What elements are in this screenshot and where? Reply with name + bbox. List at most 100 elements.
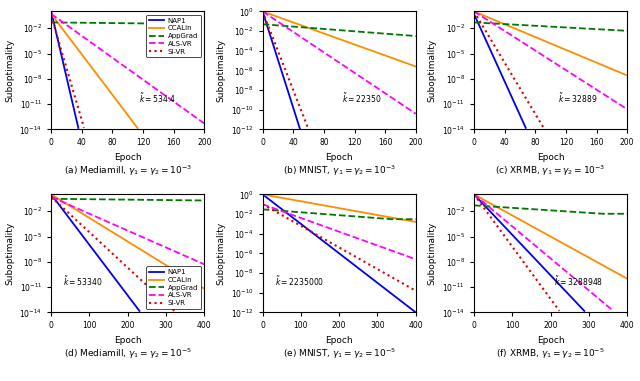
ALS-VR xyxy=(501,218,509,223)
SI-VR xyxy=(506,69,513,73)
ALS-VR xyxy=(168,98,175,102)
SI-VR xyxy=(267,207,275,211)
SI-VR xyxy=(470,192,478,197)
ALS-VR xyxy=(609,309,617,313)
Line: NAP1: NAP1 xyxy=(51,194,140,311)
ALS-VR xyxy=(122,227,129,232)
Text: $\tilde{k} = 3288948$: $\tilde{k} = 3288948$ xyxy=(554,275,603,288)
Text: $\tilde{k} = 534.4$: $\tilde{k} = 534.4$ xyxy=(138,92,175,106)
ALS-VR xyxy=(267,205,275,209)
Title: (a) Mediamill, $\gamma_1 = \gamma_2 = 10^{-3}$: (a) Mediamill, $\gamma_1 = \gamma_2 = 10… xyxy=(64,164,192,178)
CCALin xyxy=(88,65,95,69)
NAP1 xyxy=(507,93,515,98)
CCALin xyxy=(380,214,387,218)
ALS-VR xyxy=(470,192,478,197)
AppGrad xyxy=(408,217,415,221)
CCALin xyxy=(55,197,63,202)
CCALin xyxy=(623,276,631,281)
NAP1 xyxy=(265,29,273,34)
CCALin xyxy=(412,219,420,224)
CCALin xyxy=(408,62,415,67)
NAP1 xyxy=(333,250,341,254)
Text: $\tilde{k} = 32889$: $\tilde{k} = 32889$ xyxy=(558,92,598,106)
AppGrad xyxy=(196,198,204,203)
NAP1 xyxy=(470,12,478,16)
AppGrad xyxy=(470,20,478,25)
Line: SI-VR: SI-VR xyxy=(262,11,312,138)
Line: ALS-VR: ALS-VR xyxy=(51,14,204,123)
NAP1 xyxy=(74,126,82,130)
Line: CCALin: CCALin xyxy=(51,194,204,289)
SI-VR xyxy=(260,12,268,16)
NAP1 xyxy=(408,307,415,311)
AppGrad xyxy=(329,27,337,32)
AppGrad xyxy=(545,208,552,213)
Title: (b) MNIST, $\gamma_1 = \gamma_2 = 10^{-3}$: (b) MNIST, $\gamma_1 = \gamma_2 = 10^{-3… xyxy=(283,164,396,178)
SI-VR xyxy=(520,93,528,98)
NAP1 xyxy=(507,231,515,235)
SI-VR xyxy=(288,85,296,89)
SI-VR xyxy=(80,125,88,130)
X-axis label: Epoch: Epoch xyxy=(537,336,564,345)
NAP1 xyxy=(519,119,527,124)
NAP1 xyxy=(136,309,143,313)
NAP1 xyxy=(125,295,133,300)
Line: NAP1: NAP1 xyxy=(474,194,584,311)
AppGrad xyxy=(408,34,415,38)
ALS-VR xyxy=(609,308,616,313)
Title: (f) XRMB, $\gamma_1 = \gamma_2 = 10^{-5}$: (f) XRMB, $\gamma_1 = \gamma_2 = 10^{-5}… xyxy=(496,347,605,361)
Line: NAP1: NAP1 xyxy=(51,11,78,128)
ALS-VR xyxy=(412,111,420,116)
Line: CCALin: CCALin xyxy=(262,194,416,222)
CCALin xyxy=(619,71,627,76)
Y-axis label: Suboptimality: Suboptimality xyxy=(428,222,436,285)
AppGrad xyxy=(55,20,63,25)
Text: $\tilde{k} = 53340$: $\tilde{k} = 53340$ xyxy=(63,275,103,288)
ALS-VR xyxy=(591,86,598,91)
NAP1 xyxy=(54,36,61,41)
NAP1 xyxy=(557,285,565,289)
CCALin xyxy=(333,205,341,210)
CCALin xyxy=(122,238,129,243)
Line: SI-VR: SI-VR xyxy=(262,204,416,291)
Line: AppGrad: AppGrad xyxy=(51,199,204,200)
CCALin xyxy=(62,32,70,36)
SI-VR xyxy=(477,202,484,206)
CCALin xyxy=(619,274,627,279)
Legend: NAP1, CCALin, AppGrad, ALS-VR, SI-VR: NAP1, CCALin, AppGrad, ALS-VR, SI-VR xyxy=(146,15,201,58)
AppGrad xyxy=(267,208,275,212)
NAP1 xyxy=(72,113,79,118)
AppGrad xyxy=(408,217,415,221)
Line: ALS-VR: ALS-VR xyxy=(474,194,613,311)
AppGrad xyxy=(591,211,598,216)
ALS-VR xyxy=(541,54,548,59)
SI-VR xyxy=(412,288,420,293)
NAP1 xyxy=(412,310,420,315)
SI-VR xyxy=(93,237,101,242)
AppGrad xyxy=(259,207,266,212)
CCALin xyxy=(259,9,266,14)
AppGrad xyxy=(168,21,175,26)
SI-VR xyxy=(333,244,341,248)
NAP1 xyxy=(125,295,133,300)
ALS-VR xyxy=(329,227,337,232)
NAP1 xyxy=(298,131,305,135)
Text: $\tilde{k} = 2235000$: $\tilde{k} = 2235000$ xyxy=(275,275,324,288)
NAP1 xyxy=(543,269,551,274)
AppGrad xyxy=(387,217,394,221)
Line: CCALin: CCALin xyxy=(51,14,138,128)
Legend: NAP1, CCALin, AppGrad, ALS-VR, SI-VR: NAP1, CCALin, AppGrad, ALS-VR, SI-VR xyxy=(146,266,201,309)
SI-VR xyxy=(470,9,478,14)
AppGrad xyxy=(380,31,387,36)
Line: SI-VR: SI-VR xyxy=(51,16,84,128)
AppGrad xyxy=(47,20,55,25)
ALS-VR xyxy=(623,107,631,112)
CCALin xyxy=(541,38,548,43)
Line: ALS-VR: ALS-VR xyxy=(51,197,204,264)
AppGrad xyxy=(619,28,627,33)
AppGrad xyxy=(412,34,420,38)
SI-VR xyxy=(171,309,179,313)
AppGrad xyxy=(333,213,341,218)
Title: (e) MNIST, $\gamma_1 = \gamma_2 = 10^{-5}$: (e) MNIST, $\gamma_1 = \gamma_2 = 10^{-5… xyxy=(283,347,396,361)
NAP1 xyxy=(62,73,70,78)
